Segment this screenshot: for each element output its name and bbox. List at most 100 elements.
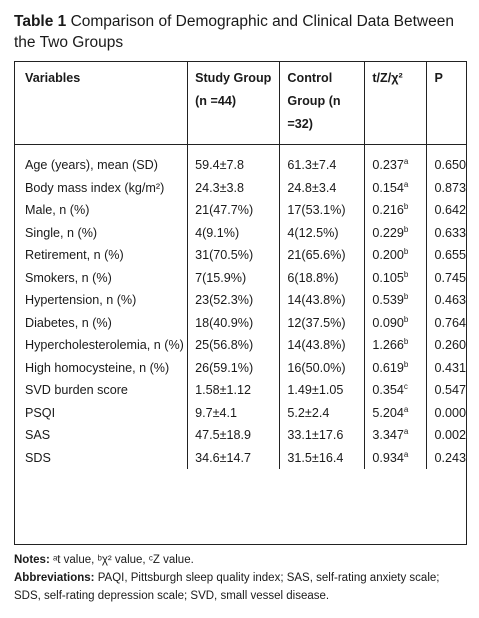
statistic-marker: b (403, 359, 409, 369)
cell-variable: Retirement, n (%) (15, 244, 188, 267)
cell-variable: High homocysteine, n (%) (15, 357, 188, 380)
cell-variable-text: Retirement, n (%) (25, 248, 124, 262)
cell-variable-text: SDS (25, 450, 51, 465)
cell-p-value: 0.002 (426, 424, 466, 447)
cell-study-group-text: 47.5±18.9 (195, 428, 252, 442)
cell-control-group: 16(50.0%) (279, 356, 365, 379)
cell-variable: SVD burden score (15, 379, 188, 402)
cell-control-group: 21(65.6%) (279, 244, 365, 267)
header-p: P (426, 62, 466, 145)
table-caption: Table 1 Comparison of Demographic and Cl… (14, 11, 469, 53)
cell-statistic: 0.229b (364, 221, 427, 244)
cell-variable-text: PSQI (25, 405, 56, 420)
cell-p-value: 0.463 (426, 289, 466, 312)
table-title: Comparison of Demographic and Clinical D… (14, 13, 454, 51)
cell-control-group-text: 1.49±1.05 (287, 383, 344, 397)
cell-control-group-text: 6(18.8%) (287, 270, 339, 285)
cell-control-group-text: 14(43.8%) (287, 293, 346, 307)
cell-p-value-text: 0.650 (434, 158, 466, 172)
table-row: Single, n (%) 4(9.1%) 4(12.5%) 0.229b 0.633 (15, 221, 466, 244)
cell-study-group: 1.58±1.12 (187, 379, 280, 402)
cell-control-group: 24.8±3.4 (279, 176, 365, 199)
notes-label: Notes: (14, 554, 50, 566)
abbreviations-line: Abbreviations: PAQI, Pittsburgh sleep qu… (14, 569, 469, 605)
statistic-marker: b (403, 314, 409, 324)
cell-study-group-text: 18(40.9%) (195, 315, 254, 330)
cell-statistic-text: 0.237 (372, 158, 404, 172)
cell-variable-text: Smokers, n (%) (25, 270, 112, 285)
cell-control-group: 61.3±7.4 (279, 144, 365, 177)
cell-control-group-text: 14(43.8%) (287, 338, 346, 352)
table-notes: Notes: ᵃt value, ᵇχ² value, ᶜZ value. Ab… (14, 551, 469, 605)
cell-control-group: 17(53.1%) (279, 199, 365, 222)
table-row: SAS 47.5±18.9 33.1±17.6 3.347a 0.002 (15, 424, 466, 447)
cell-statistic: 0.539b (364, 289, 427, 312)
table-row: Hypertension, n (%) 23(52.3%) 14(43.8%) 0.5… (15, 289, 466, 312)
cell-statistic-text: 0.354 (372, 383, 404, 397)
cell-control-group: 6(18.8%) (279, 266, 365, 289)
cell-p-value: 0.650 (426, 144, 466, 177)
cell-study-group-text: 26(59.1%) (195, 360, 254, 375)
cell-study-group-text: 59.4±7.8 (195, 158, 245, 172)
cell-p-value: 0.243 (426, 446, 466, 469)
cell-statistic-text: 1.266 (372, 338, 404, 352)
table-label: Table 1 (14, 13, 67, 30)
cell-study-group: 21(47.7%) (187, 199, 280, 222)
cell-statistic: 0.216b (364, 199, 427, 222)
cell-statistic: 0.354c (364, 379, 427, 402)
cell-variable-text: SAS (25, 428, 51, 442)
cell-statistic: 0.619b (364, 356, 427, 379)
cell-control-group-text: 17(53.1%) (287, 203, 346, 217)
cell-control-group-text: 21(65.6%) (287, 248, 346, 262)
cell-study-group-text: 7(15.9%) (195, 270, 247, 285)
cell-study-group-text: 23(52.3%) (195, 293, 254, 307)
cell-variable-text: Hypercholesterolemia, n (%) (25, 338, 184, 352)
cell-p-value: 0.642 (426, 199, 466, 222)
header-control-group: Control Group (n =32) (279, 62, 365, 145)
table-row: Age (years), mean (SD) 59.4±7.8 61.3±7.4 0.… (15, 144, 466, 177)
cell-variable-text: Body mass index (kg/m²) (25, 180, 165, 195)
cell-p-value: 0.873 (426, 176, 466, 199)
cell-study-group: 59.4±7.8 (187, 144, 280, 177)
cell-variable-text: Hypertension, n (%) (25, 293, 137, 307)
cell-p-value-text: 0.463 (434, 293, 466, 307)
table-row: Retirement, n (%) 31(70.5%) 21(65.6%) 0.200… (15, 244, 466, 267)
cell-study-group-text: 21(47.7%) (195, 203, 254, 217)
cell-control-group: 33.1±17.6 (279, 424, 365, 447)
cell-variable-text: High homocysteine, n (%) (25, 360, 170, 375)
cell-p-value-text: 0.633 (434, 225, 466, 240)
header-variables: Variables (15, 62, 188, 145)
cell-variable: PSQI (15, 402, 188, 425)
header-study-group: Study Group (n =44) (187, 62, 280, 145)
cell-study-group: 4(9.1%) (187, 221, 280, 244)
table-row: High homocysteine, n (%) 26(59.1%) 16(50.0… (15, 356, 466, 380)
cell-statistic-text: 5.204 (372, 405, 404, 420)
cell-p-value-text: 0.431 (434, 360, 466, 375)
cell-statistic-text: 0.154 (372, 180, 404, 195)
cell-control-group: 14(43.8%) (279, 334, 365, 357)
statistic-marker: a (403, 427, 409, 436)
cell-p-value-text: 0.655 (434, 248, 466, 262)
notes-line: Notes: ᵃt value, ᵇχ² value, ᶜZ value. (14, 551, 469, 569)
cell-variable-text: Diabetes, n (%) (25, 315, 112, 330)
cell-p-value: 0.260 (426, 334, 466, 357)
table-row: Male, n (%) 21(47.7%) 17(53.1%) 0.216b 0.642 (15, 199, 466, 222)
cell-statistic-text: 0.090 (372, 315, 404, 330)
table-row: SVD burden score 1.58±1.12 1.49±1.05 0.354c… (15, 379, 466, 402)
cell-statistic-text: 0.934 (372, 450, 404, 465)
cell-control-group-text: 4(12.5%) (287, 225, 339, 240)
cell-p-value-text: 0.873 (434, 180, 466, 195)
cell-control-group: 1.49±1.05 (279, 379, 365, 402)
cell-control-group-text: 61.3±7.4 (287, 158, 337, 172)
cell-p-value: 0.633 (426, 221, 466, 244)
cell-statistic-text: 3.347 (372, 428, 404, 442)
notes-text: ᵃt value, ᵇχ² value, ᶜZ value. (52, 554, 194, 566)
cell-control-group-text: 5.2±2.4 (287, 405, 330, 420)
cell-statistic: 0.237a (364, 144, 427, 177)
data-table-frame: Variables Study Group (n =44) Control Gr… (14, 61, 467, 545)
cell-variable: SAS (15, 424, 188, 447)
statistic-marker: a (403, 449, 409, 459)
cell-statistic: 0.154a (364, 176, 427, 199)
cell-control-group-text: 31.5±16.4 (287, 450, 344, 465)
cell-variable: Male, n (%) (15, 199, 188, 222)
